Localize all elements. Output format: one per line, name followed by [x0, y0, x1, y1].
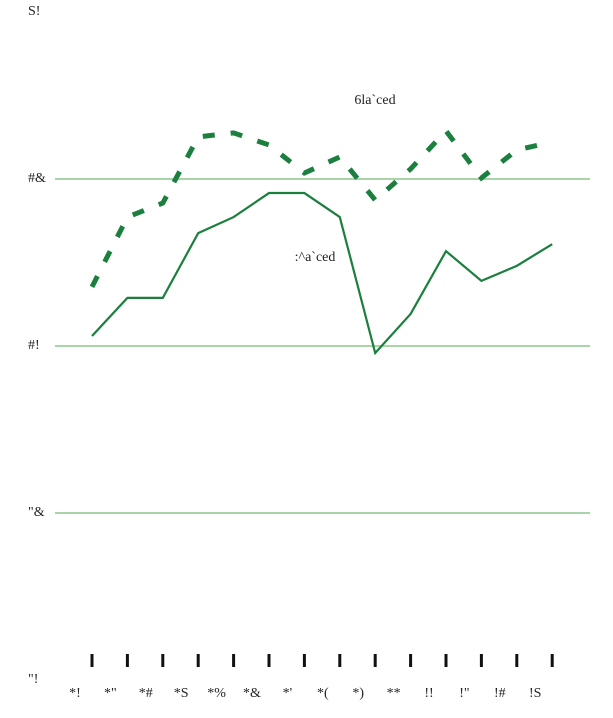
- y-tick-label: "!: [28, 672, 38, 687]
- y-tick-label: #!: [28, 338, 40, 353]
- y-tick-label: S!: [28, 4, 40, 19]
- x-tick-label: *!: [69, 686, 81, 701]
- y-tick-label: "&: [28, 505, 45, 520]
- x-tick-label: !!: [424, 686, 433, 701]
- y-tick-label: #&: [28, 171, 46, 186]
- x-tick-label: !#: [494, 686, 506, 701]
- x-tick-label: *(: [317, 686, 329, 701]
- x-tick-label: *": [104, 686, 117, 701]
- x-tick-label: *): [352, 686, 364, 701]
- x-tick-label: !": [459, 686, 469, 701]
- x-tick-label: *#: [139, 686, 153, 701]
- x-tick-label: !S: [529, 686, 541, 701]
- series-annotation: 6la`ced: [354, 93, 395, 108]
- x-tick-label: *&: [243, 686, 261, 701]
- x-tick-label: *%: [207, 686, 226, 701]
- x-tick-label: *S: [174, 686, 189, 701]
- x-tick-label: **: [387, 686, 401, 701]
- series-line: [91, 191, 553, 356]
- x-tick-label: *': [283, 686, 293, 701]
- series-annotation: :^a`ced: [295, 250, 336, 265]
